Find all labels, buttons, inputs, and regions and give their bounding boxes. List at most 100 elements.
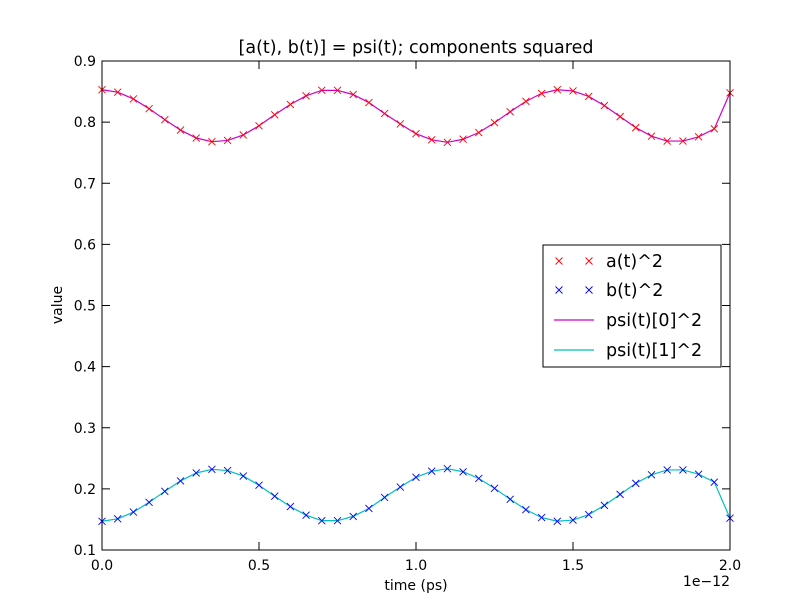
data-point-marker xyxy=(160,115,169,124)
series-b(t)^2 xyxy=(98,464,734,526)
data-point-marker xyxy=(349,512,358,521)
y-tick-label: 0.7 xyxy=(74,176,96,192)
data-point-marker xyxy=(317,516,326,525)
data-point-marker xyxy=(427,467,436,475)
data-point-marker xyxy=(223,466,232,475)
data-point-marker xyxy=(129,95,138,103)
x-tick-label: 0.0 xyxy=(91,558,113,574)
data-point-marker xyxy=(506,107,515,116)
data-point-marker xyxy=(710,125,719,133)
data-point-marker xyxy=(380,493,389,502)
data-point-marker xyxy=(427,136,436,144)
y-tick-label: 0.2 xyxy=(74,482,96,498)
data-point-marker xyxy=(255,121,263,130)
data-point-marker xyxy=(208,137,216,146)
data-point-marker xyxy=(333,516,342,525)
data-point-marker xyxy=(647,470,656,479)
legend-swatch-marker xyxy=(585,286,593,294)
data-point-marker xyxy=(679,466,687,474)
x-tick-label: 0.5 xyxy=(248,558,270,574)
data-point-marker xyxy=(317,86,326,95)
data-point-marker xyxy=(270,110,279,119)
x-tick-label: 1.0 xyxy=(405,558,427,574)
ticks-layer: 0.0 0.5 1.0 1.5 2.0 0.1 0.2 0.3 0.4 0.5 0.6 0.7 0.8 0… xyxy=(74,54,741,574)
data-point-marker xyxy=(443,464,452,473)
data-point-marker xyxy=(365,98,373,107)
data-point-marker xyxy=(679,137,687,145)
data-point-marker xyxy=(270,492,279,501)
plot-layer xyxy=(98,85,734,526)
chart-title: [a(t), b(t)] = psi(t); components square… xyxy=(239,38,594,58)
data-point-marker xyxy=(663,466,672,474)
data-point-marker xyxy=(176,477,185,485)
data-point-marker xyxy=(553,85,562,94)
data-point-marker xyxy=(569,516,577,524)
legend-entries: a(t)^2 b(t)^2 psi(t)[0]^2 psi(t)[1]^2 xyxy=(554,252,702,361)
data-point-marker xyxy=(490,118,499,127)
data-point-marker xyxy=(631,123,640,132)
data-point-marker xyxy=(474,128,483,137)
y-tick-label: 0.1 xyxy=(74,543,96,559)
legend-box xyxy=(542,244,722,368)
data-point-marker xyxy=(569,87,577,95)
y-axis-label: value xyxy=(50,286,66,324)
data-point-marker xyxy=(490,484,499,493)
data-point-marker xyxy=(145,498,153,507)
legend-swatch-marker xyxy=(555,257,563,265)
data-point-marker xyxy=(506,495,515,504)
data-point-marker xyxy=(129,508,138,516)
legend-entry: b(t)^2 xyxy=(555,281,663,301)
x-tick-label: 1.5 xyxy=(562,558,584,574)
data-point-marker xyxy=(286,502,295,511)
data-point-marker xyxy=(396,483,405,491)
legend-label: b(t)^2 xyxy=(606,281,663,301)
y-tick-label: 0.6 xyxy=(74,237,96,253)
data-point-marker xyxy=(474,474,483,483)
data-point-marker xyxy=(396,120,405,128)
y-tick-label: 0.4 xyxy=(74,360,96,376)
data-point-marker xyxy=(694,470,703,479)
y-tick-label: 0.3 xyxy=(74,421,96,437)
data-point-marker xyxy=(710,478,719,486)
data-point-marker xyxy=(255,481,263,490)
legend-entry: psi(t)[1]^2 xyxy=(554,341,702,361)
data-point-marker xyxy=(537,513,546,522)
data-point-marker xyxy=(459,135,467,144)
legend-label: a(t)^2 xyxy=(606,252,663,272)
data-point-marker xyxy=(380,109,389,118)
legend-entry: a(t)^2 xyxy=(555,252,663,272)
data-point-marker xyxy=(333,86,342,95)
data-point-marker xyxy=(239,472,248,480)
data-point-marker xyxy=(412,473,420,482)
data-point-marker xyxy=(443,138,452,147)
data-point-marker xyxy=(349,90,358,99)
data-point-marker xyxy=(223,136,232,145)
x-axis-label: time (ps) xyxy=(384,578,447,594)
data-point-marker xyxy=(113,515,122,523)
data-point-marker xyxy=(584,92,593,101)
legend-entry: psi(t)[0]^2 xyxy=(554,311,702,331)
data-point-marker xyxy=(302,511,310,519)
data-point-marker xyxy=(192,134,201,142)
data-point-marker xyxy=(192,469,201,477)
y-tick-label: 0.8 xyxy=(74,115,96,131)
y-tick-label: 0.5 xyxy=(74,299,96,315)
data-point-marker xyxy=(113,88,122,96)
legend: a(t)^2 b(t)^2 psi(t)[0]^2 psi(t)[1]^2 xyxy=(542,244,722,368)
data-point-marker xyxy=(459,467,467,476)
y-tick-label: 0.9 xyxy=(74,54,96,70)
legend-label: psi(t)[1]^2 xyxy=(606,341,702,361)
data-point-marker xyxy=(365,504,373,513)
data-point-marker xyxy=(616,490,624,499)
data-point-marker xyxy=(584,510,593,519)
data-point-marker xyxy=(600,101,609,110)
legend-swatch-marker xyxy=(555,286,563,294)
data-point-marker xyxy=(286,100,295,109)
x-axis-offset-text: 1e−12 xyxy=(683,574,730,590)
data-point-marker xyxy=(553,517,562,526)
data-point-marker xyxy=(208,465,216,474)
legend-swatch-marker xyxy=(585,257,593,265)
data-point-marker xyxy=(694,132,703,141)
data-point-marker xyxy=(145,104,153,113)
